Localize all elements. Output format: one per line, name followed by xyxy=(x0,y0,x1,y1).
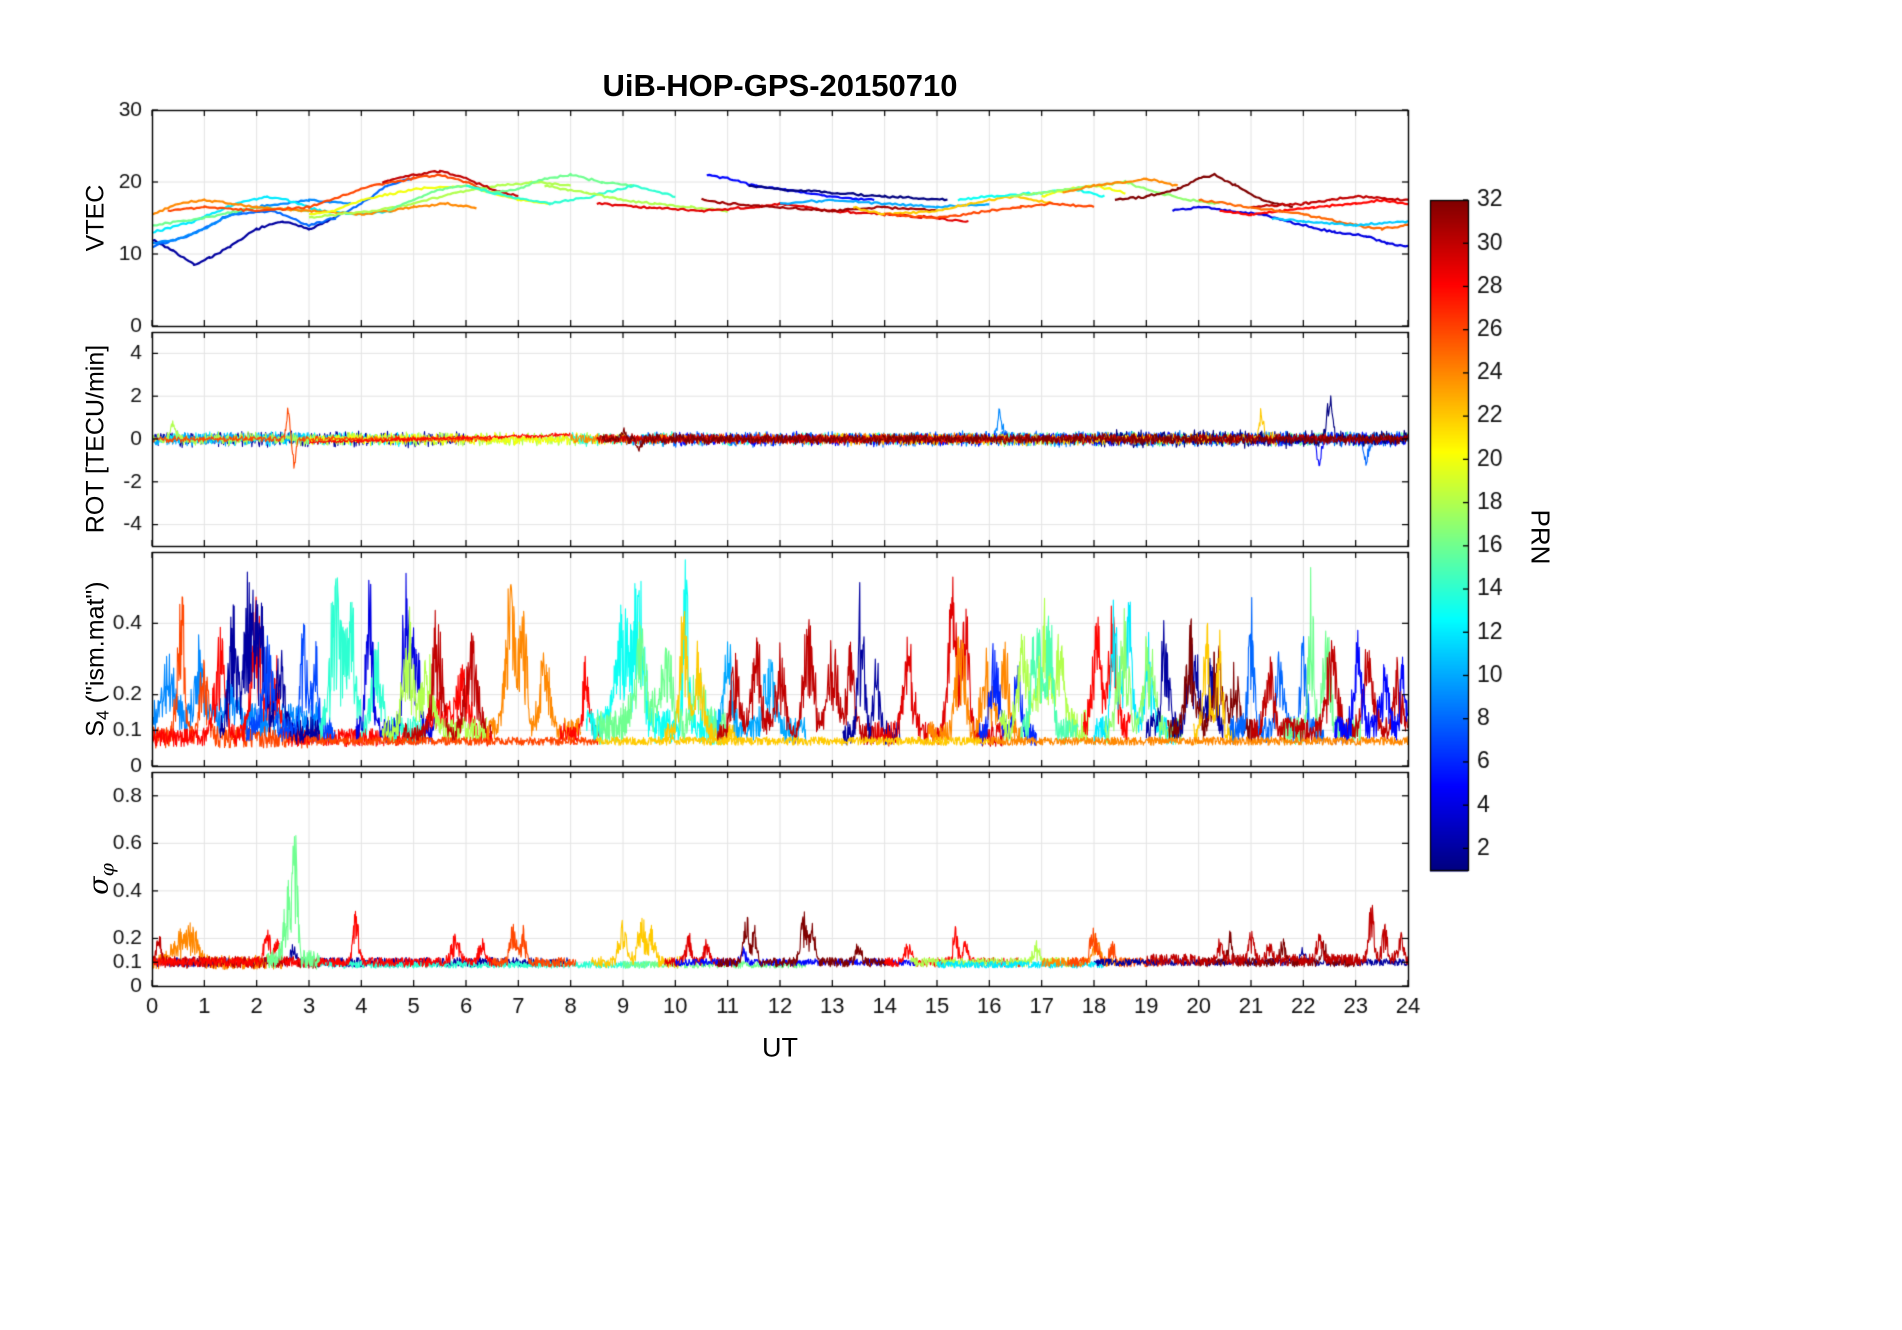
vtec-axis-label-text: VTEC xyxy=(81,184,110,252)
ut-axis-label: UT xyxy=(762,1032,798,1063)
s4-axis-label: S4 ("ism.mat") xyxy=(81,581,113,737)
vtec-axis-label: VTEC xyxy=(82,185,111,252)
sigma-phi-axis-label: σφ xyxy=(83,863,119,895)
sigma-axis-label-sub: φ xyxy=(96,863,119,877)
rot-axis-label-text: ROT [TECU/min] xyxy=(81,344,110,534)
s4-axis-label-suffix: ("ism.mat") xyxy=(81,581,110,711)
rot-axis-label: ROT [TECU/min] xyxy=(82,345,111,533)
s4-axis-label-main: S xyxy=(81,719,110,737)
chart-title: UiB-HOP-GPS-20150710 xyxy=(602,68,958,103)
s4-axis-label-sub: 4 xyxy=(92,710,113,720)
prn-colorbar-label: PRN xyxy=(1525,509,1556,565)
sigma-axis-label-main: σ xyxy=(83,876,115,895)
